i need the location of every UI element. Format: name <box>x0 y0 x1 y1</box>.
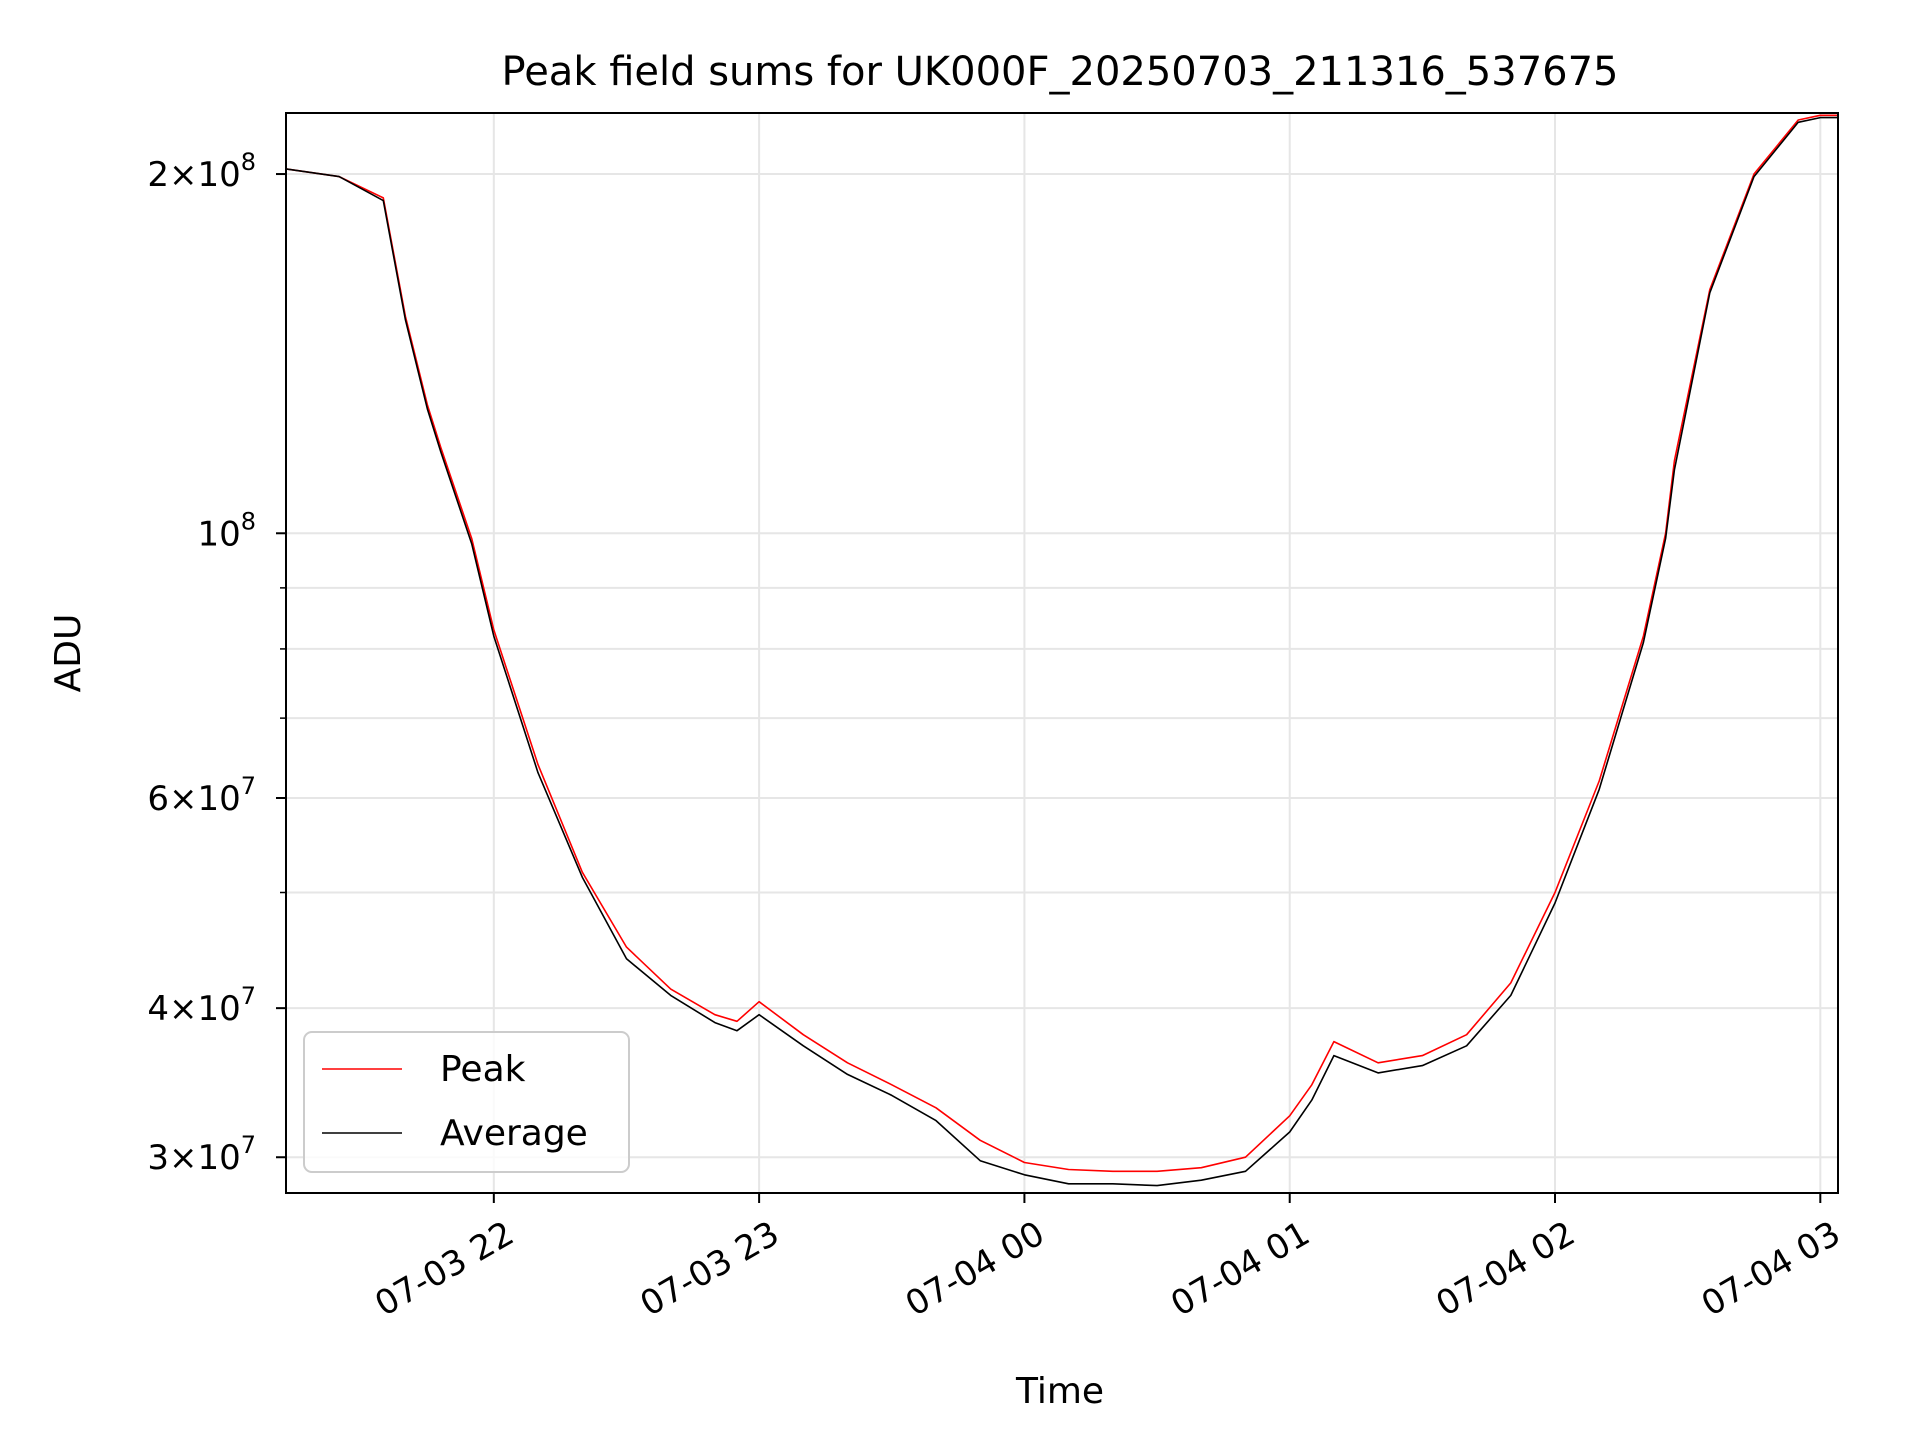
y-axis: 3×107 4×107 6×107 108 2×108 <box>147 148 286 1178</box>
y-tick-label: 2×108 <box>147 148 256 195</box>
y-tick-label: 3×107 <box>147 1131 256 1178</box>
legend-box <box>303 1031 630 1173</box>
series-layer <box>285 114 1838 1187</box>
x-tick-label: 07-04 00 <box>899 1214 1051 1325</box>
chart-title: Peak field sums for UK000F_20250703_2113… <box>502 49 1619 95</box>
x-tick-label: 07-03 23 <box>634 1214 786 1325</box>
plot-frame <box>285 112 1839 1194</box>
x-axis: 07-03 22 07-03 23 07-04 00 07-04 01 07-04 02… <box>368 1193 1847 1325</box>
y-axis-label: ADU <box>48 614 89 693</box>
x-tick-label: 07-03 22 <box>368 1214 520 1325</box>
series-line-average <box>285 116 1838 1187</box>
x-axis-label: Time <box>1015 1371 1104 1412</box>
grid <box>286 113 1838 1193</box>
x-tick-label: 07-04 01 <box>1164 1214 1316 1325</box>
x-tick-label: 07-04 02 <box>1430 1214 1582 1325</box>
legend-label-average: Average <box>440 1113 588 1154</box>
series-line-peak <box>285 114 1838 1173</box>
y-tick-label: 4×107 <box>147 982 256 1029</box>
legend: Peak Average <box>303 1031 630 1173</box>
x-tick-label: 07-04 03 <box>1695 1214 1847 1325</box>
legend-label-peak: Peak <box>440 1049 526 1090</box>
y-tick-label: 6×107 <box>147 772 256 819</box>
y-tick-label: 108 <box>197 507 256 554</box>
